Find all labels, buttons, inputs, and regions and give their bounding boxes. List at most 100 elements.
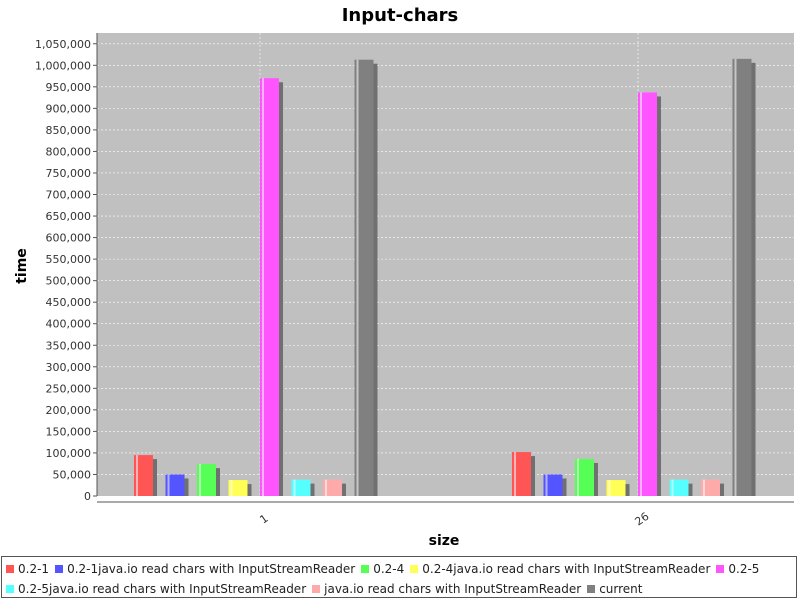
legend-swatch bbox=[587, 585, 596, 593]
bar-body bbox=[260, 78, 279, 496]
bar bbox=[575, 458, 598, 496]
bar-body bbox=[512, 452, 531, 496]
plot-area bbox=[97, 33, 794, 496]
bar bbox=[606, 480, 630, 496]
bar-body bbox=[197, 464, 216, 496]
y-tick-label: 1,000,000 bbox=[35, 59, 91, 72]
bar bbox=[543, 474, 567, 496]
legend-label: 0.2-1java.io read chars with InputStream… bbox=[67, 562, 356, 576]
y-tick-label: 300,000 bbox=[46, 361, 92, 374]
legend-item: 0.2-4java.io read chars with InputStream… bbox=[410, 559, 710, 579]
bar bbox=[638, 92, 661, 496]
y-tick-label: 550,000 bbox=[46, 253, 92, 266]
y-tick-label: 250,000 bbox=[46, 382, 92, 395]
bar-body bbox=[165, 474, 185, 496]
bar-highlight bbox=[514, 452, 516, 496]
y-tick-label: 0 bbox=[84, 490, 91, 503]
bar bbox=[512, 452, 535, 496]
y-tick-label: 750,000 bbox=[46, 167, 92, 180]
chart: Input-chars 0 50,000 100,000 150,000 200,000… bbox=[14, 5, 794, 549]
x-tick-label: 26 bbox=[633, 510, 652, 529]
bar-body bbox=[606, 480, 626, 496]
bar-highlight bbox=[262, 78, 264, 496]
legend-label: current bbox=[599, 582, 643, 596]
bar-highlight bbox=[356, 59, 359, 497]
y-tick-label: 650,000 bbox=[46, 210, 92, 223]
y-tick-label: 100,000 bbox=[46, 447, 92, 460]
bar-body bbox=[732, 58, 752, 497]
bar bbox=[323, 479, 346, 496]
bar bbox=[354, 59, 378, 497]
bar-body bbox=[701, 479, 720, 496]
y-tick-label: 500,000 bbox=[46, 275, 92, 288]
bars bbox=[134, 58, 756, 497]
y-tick-label: 1,050,000 bbox=[35, 38, 91, 51]
bar bbox=[197, 464, 220, 496]
y-tick-label: 700,000 bbox=[46, 189, 92, 202]
y-axis-label: time bbox=[14, 248, 30, 284]
bar-highlight bbox=[230, 480, 233, 496]
bar-body bbox=[323, 479, 342, 496]
bar bbox=[260, 78, 283, 496]
bar-highlight bbox=[703, 479, 705, 496]
y-tick-label: 600,000 bbox=[46, 232, 92, 245]
bar-highlight bbox=[671, 479, 674, 496]
y-tick-label: 200,000 bbox=[46, 404, 92, 417]
legend-item: 0.2-5java.io read chars with InputStream… bbox=[6, 579, 306, 599]
y-tick-label: 450,000 bbox=[46, 296, 92, 309]
bar bbox=[732, 58, 756, 497]
bar-highlight bbox=[608, 480, 611, 496]
bar-body bbox=[134, 455, 153, 496]
bar-highlight bbox=[199, 464, 201, 496]
bar-body bbox=[543, 474, 563, 496]
legend-label: 0.2-1 bbox=[18, 562, 50, 576]
legend-label: 0.2-4java.io read chars with InputStream… bbox=[422, 562, 711, 576]
bar bbox=[701, 479, 724, 496]
legend-label: 0.2-5 bbox=[728, 562, 760, 576]
legend-item: 0.2-1 bbox=[6, 559, 49, 579]
bar-highlight bbox=[640, 92, 642, 496]
bar-body bbox=[354, 59, 374, 497]
y-tick-label: 50,000 bbox=[53, 468, 92, 481]
legend: 0.2-1 0.2-1java.io read chars with InputS… bbox=[1, 556, 797, 598]
x-tick-label: 1 bbox=[257, 512, 270, 527]
y-tick-label: 400,000 bbox=[46, 318, 92, 331]
legend-swatch bbox=[55, 565, 64, 573]
legend-swatch bbox=[410, 565, 419, 573]
legend-label: 0.2-4 bbox=[373, 562, 405, 576]
bar bbox=[669, 479, 693, 496]
legend-label: 0.2-5java.io read chars with InputStream… bbox=[18, 582, 307, 596]
y-tick-label: 350,000 bbox=[46, 339, 92, 352]
bar-highlight bbox=[545, 474, 548, 496]
bar-highlight bbox=[577, 458, 579, 496]
y-tick-label: 950,000 bbox=[46, 81, 92, 94]
bar-highlight bbox=[325, 479, 327, 496]
y-tick-label: 850,000 bbox=[46, 124, 92, 137]
bar-body bbox=[669, 479, 689, 496]
legend-item: 0.2-1java.io read chars with InputStream… bbox=[55, 559, 355, 579]
legend-item: current bbox=[587, 579, 643, 599]
y-tick-label: 900,000 bbox=[46, 102, 92, 115]
bar bbox=[134, 455, 157, 496]
bar bbox=[165, 474, 189, 496]
bar-highlight bbox=[167, 474, 170, 496]
bar-body bbox=[228, 480, 248, 496]
y-tick-label: 150,000 bbox=[46, 425, 92, 438]
legend-swatch bbox=[716, 565, 725, 573]
bar-highlight bbox=[136, 455, 138, 496]
bar-body bbox=[291, 479, 311, 496]
bar bbox=[228, 480, 252, 496]
bar bbox=[291, 479, 315, 496]
legend-swatch bbox=[361, 565, 370, 573]
x-axis-label: size bbox=[429, 533, 460, 549]
bar-body bbox=[638, 92, 657, 496]
legend-swatch bbox=[6, 585, 14, 593]
bar-highlight bbox=[293, 479, 296, 496]
legend-swatch bbox=[6, 565, 14, 573]
bar-body bbox=[575, 458, 594, 496]
legend-item: 0.2-5 bbox=[716, 559, 759, 579]
y-tick-label: 800,000 bbox=[46, 145, 92, 158]
legend-item: 0.2-4 bbox=[361, 559, 404, 579]
legend-label: java.io read chars with InputStreamReade… bbox=[324, 582, 582, 596]
chart-title: Input-chars bbox=[342, 5, 459, 26]
